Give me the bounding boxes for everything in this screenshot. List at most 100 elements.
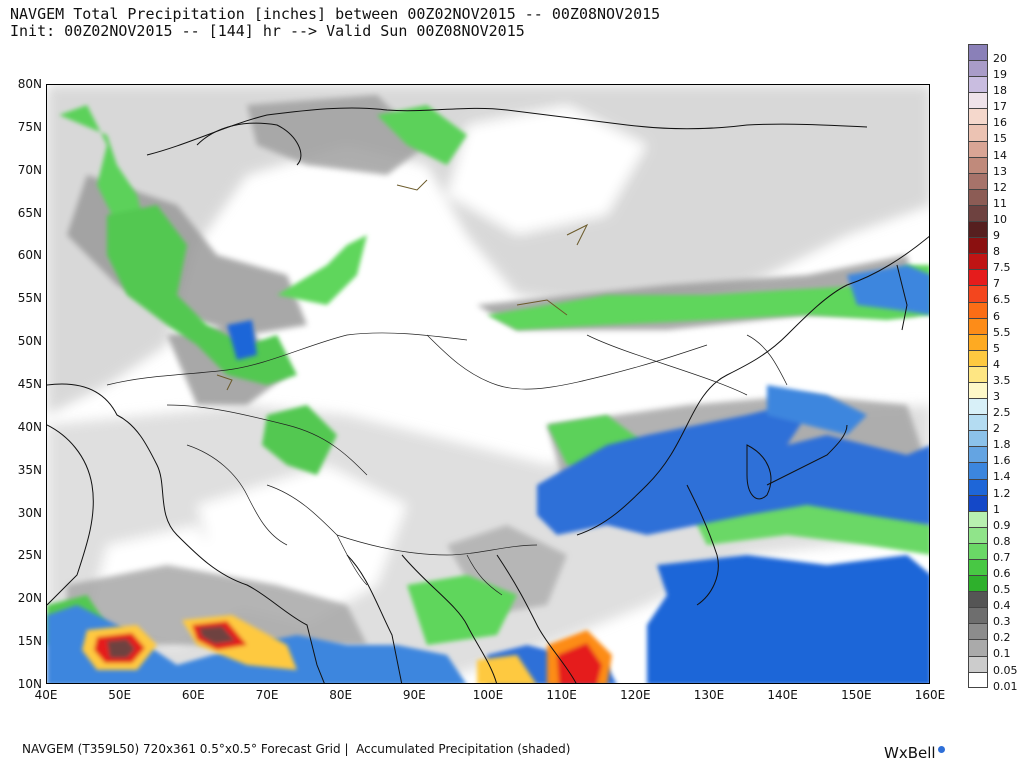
colorbar-swatch: 0.5 xyxy=(968,575,1011,596)
latitude-label: 70N xyxy=(17,162,42,177)
logo-text: WxBell xyxy=(884,744,936,762)
colorbar-swatch: 11 xyxy=(968,188,1007,210)
longitude-label: 50E xyxy=(108,688,132,702)
longitude-label: 150E xyxy=(841,688,872,702)
colorbar-label: 15 xyxy=(993,132,1007,146)
latitude-label: 30N xyxy=(17,505,42,520)
longitude-label: 100E xyxy=(472,688,504,702)
colorbar-swatch: 20 xyxy=(968,44,1007,65)
colorbar-swatch: 7 xyxy=(968,269,1000,290)
colorbar-swatch: 0.7 xyxy=(968,542,1011,564)
colorbar-swatch: 9 xyxy=(968,221,1000,242)
colorbar-swatch: 5 xyxy=(968,333,1000,355)
colorbar-swatch: 0.4 xyxy=(968,591,1011,612)
colorbar-swatch: 14 xyxy=(968,140,1007,162)
colorbar-label: 8 xyxy=(993,245,1000,259)
precipitation-colorbar: 20 19 18 17 16 15 14 13 12 11 10 9 8 7.5 7 6.5 6 5.5 5 4 3.5… xyxy=(968,44,1018,693)
colorbar-label: 0.05 xyxy=(993,663,1018,677)
colorbar-label: 0.6 xyxy=(993,567,1011,580)
colorbar-label: 5.5 xyxy=(993,325,1011,339)
colorbar-label: 0.8 xyxy=(993,534,1011,548)
colorbar-swatch: 15 xyxy=(968,124,1007,145)
longitude-label: 80E xyxy=(329,688,353,702)
latitude-label: 15N xyxy=(17,634,42,649)
footer-caption: NAVGEM (T359L50) 720x361 0.5°x0.5° Forec… xyxy=(22,742,571,756)
colorbar-swatch: 0.9 xyxy=(968,510,1011,532)
colorbar-swatch: 3.5 xyxy=(968,365,1011,387)
colorbar-label: 18 xyxy=(993,84,1007,98)
colorbar-swatch: 8 xyxy=(968,237,1000,258)
colorbar-label: 7.5 xyxy=(993,261,1011,275)
colorbar-label: 20 xyxy=(993,52,1007,65)
latitude-label: 10N xyxy=(17,677,42,691)
colorbar-label: 7 xyxy=(993,277,1000,291)
colorbar-swatch: 0.1 xyxy=(968,639,1011,660)
colorbar-label: 12 xyxy=(993,180,1007,194)
coastlines xyxy=(47,107,929,683)
longitude-label: 130E xyxy=(693,688,725,702)
colorbar-label: 10 xyxy=(993,212,1007,226)
colorbar-label: 0.4 xyxy=(993,599,1011,613)
colorbar-swatch: 17 xyxy=(968,92,1007,113)
colorbar-swatch: 5.5 xyxy=(968,317,1011,339)
colorbar-label: 14 xyxy=(993,148,1007,162)
latitude-label: 25N xyxy=(17,548,42,563)
colorbar-label: 0.1 xyxy=(993,647,1011,661)
colorbar-swatch: 0.6 xyxy=(968,559,1011,580)
colorbar-swatch: 0.8 xyxy=(968,526,1011,548)
colorbar-swatch: 13 xyxy=(968,156,1007,178)
colorbar-label: 6.5 xyxy=(993,293,1011,307)
latitude-label: 75N xyxy=(17,119,42,134)
lake-outlines xyxy=(216,179,589,391)
colorbar-swatch: 4 xyxy=(968,349,1000,371)
logo-dot-icon xyxy=(937,746,945,753)
colorbar-swatch: 12 xyxy=(968,172,1007,194)
colorbar-label: 1 xyxy=(993,502,1000,516)
colorbar-swatch: 0.01 xyxy=(968,671,1018,693)
latitude-label: 50N xyxy=(17,334,42,349)
colorbar-swatch: 19 xyxy=(968,60,1007,81)
colorbar-swatch: 1.6 xyxy=(968,446,1011,467)
colorbar-label: 0.5 xyxy=(993,583,1011,597)
colorbar-label: 3 xyxy=(993,389,1000,403)
colorbar-label: 17 xyxy=(993,100,1007,114)
blue-precip-layer xyxy=(47,265,929,683)
colorbar-label: 16 xyxy=(993,116,1007,130)
colorbar-swatch: 6 xyxy=(968,301,1000,323)
colorbar-label: 0.9 xyxy=(993,518,1011,532)
colorbar-label: 9 xyxy=(993,229,1000,243)
colorbar-label: 0.3 xyxy=(993,615,1011,629)
colorbar-swatch: 3 xyxy=(968,381,1000,403)
colorbar-label: 0.7 xyxy=(993,550,1011,564)
colorbar-label: 2.5 xyxy=(993,406,1011,420)
heavy-precip-layer xyxy=(82,615,612,683)
longitude-label: 60E xyxy=(181,688,205,702)
colorbar-label: 2 xyxy=(993,422,1000,436)
longitude-label: 140E xyxy=(767,688,798,702)
longitude-label: 90E xyxy=(402,688,426,702)
colorbar-label: 13 xyxy=(993,164,1007,178)
latitude-label: 45N xyxy=(17,377,42,391)
map-canvas xyxy=(47,85,929,683)
colorbar-label: 4 xyxy=(993,357,1000,371)
latitude-label: 80N xyxy=(17,77,42,91)
colorbar-swatch: 1.8 xyxy=(968,430,1011,451)
colorbar-label: 3.5 xyxy=(993,373,1011,387)
colorbar-swatch: 10 xyxy=(968,204,1007,226)
precipitation-map[interactable] xyxy=(46,84,930,684)
latitude-label: 55N xyxy=(17,291,42,306)
colorbar-swatch: 2.5 xyxy=(968,398,1011,419)
colorbar-swatch: 6.5 xyxy=(968,285,1011,306)
colorbar-label: 1.2 xyxy=(993,486,1011,500)
colorbar-label: 6 xyxy=(993,309,1000,323)
green-precip-layer xyxy=(47,105,929,645)
latitude-label: 20N xyxy=(17,591,42,606)
latitude-label: 35N xyxy=(17,462,42,477)
colorbar-label: 1.4 xyxy=(993,470,1011,484)
colorbar-swatch: 0.2 xyxy=(968,623,1011,644)
colorbar-label: 19 xyxy=(993,68,1007,82)
colorbar-swatch: 18 xyxy=(968,76,1007,97)
colorbar-label: 1.6 xyxy=(993,454,1011,468)
longitude-label: 110E xyxy=(546,688,577,702)
colorbar-swatch: 1.4 xyxy=(968,462,1011,483)
